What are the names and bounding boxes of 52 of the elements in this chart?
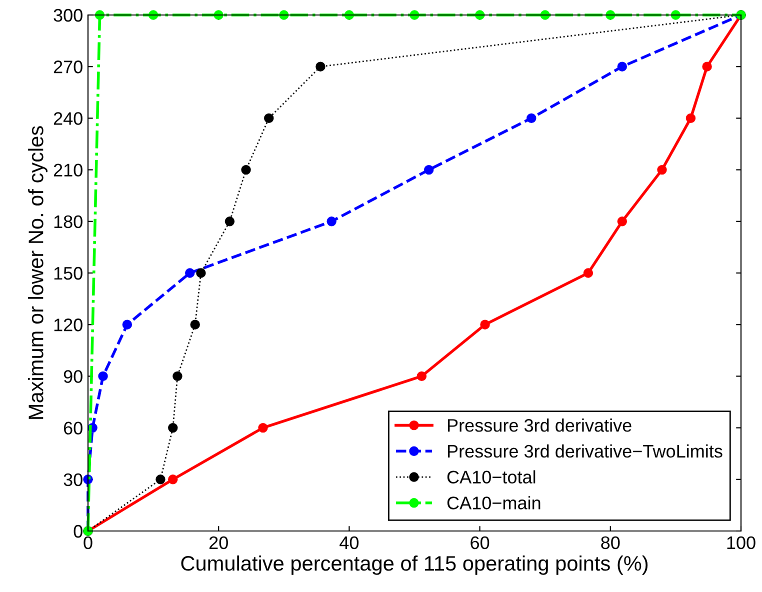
point	[617, 216, 628, 226]
point	[657, 164, 667, 175]
point	[344, 10, 354, 20]
y-tick-label: 60	[64, 422, 82, 435]
point	[241, 164, 251, 175]
point	[122, 320, 132, 330]
x-axis-title: Cumulative percentage of 115 operating points (%)	[181, 555, 648, 575]
x-tick-label: 40	[340, 536, 359, 550]
y-axis-title: Maximum or lower No. of cycles	[28, 126, 48, 419]
point	[190, 320, 200, 330]
legend-label: CA10−total	[447, 470, 536, 484]
y-tick-label: 90	[64, 370, 82, 383]
y-tick-label: 0	[74, 524, 82, 538]
x-tick-label: 60	[470, 536, 490, 550]
y-tick-label: 30	[64, 473, 82, 486]
point	[480, 320, 490, 330]
x-tick-label: 20	[209, 536, 228, 550]
y-tick-label: 300	[54, 8, 82, 22]
y-tick-label: 210	[54, 164, 82, 177]
point	[326, 216, 336, 226]
point	[474, 10, 485, 20]
point	[606, 10, 616, 20]
legend-label: CA10−main	[447, 496, 540, 510]
legend-label: Pressure 3rd derivative−TwoLimits	[448, 444, 722, 458]
point	[168, 422, 178, 433]
point	[316, 62, 326, 72]
point	[172, 371, 182, 382]
x-tick-label: 100	[727, 536, 756, 550]
point	[583, 268, 594, 278]
point	[168, 474, 178, 484]
point	[156, 474, 166, 484]
y-tick-label: 270	[54, 60, 82, 74]
y-tick-label: 240	[54, 112, 82, 125]
point	[196, 268, 206, 278]
point	[224, 216, 235, 226]
x-tick-label: 0	[84, 536, 92, 550]
point	[98, 371, 108, 382]
point	[424, 164, 434, 175]
point	[617, 62, 628, 72]
point	[185, 268, 195, 278]
legend-label: Pressure 3rd derivative	[448, 418, 632, 432]
point	[258, 422, 268, 433]
y-tick-label: 150	[54, 266, 82, 280]
point	[526, 113, 536, 124]
point	[264, 113, 274, 124]
y-tick-label: 180	[54, 215, 82, 228]
point	[214, 10, 224, 20]
point	[686, 113, 696, 124]
x-tick-label: 80	[601, 536, 620, 550]
point	[416, 371, 427, 382]
point	[702, 62, 712, 72]
y-tick-label: 120	[54, 318, 82, 332]
